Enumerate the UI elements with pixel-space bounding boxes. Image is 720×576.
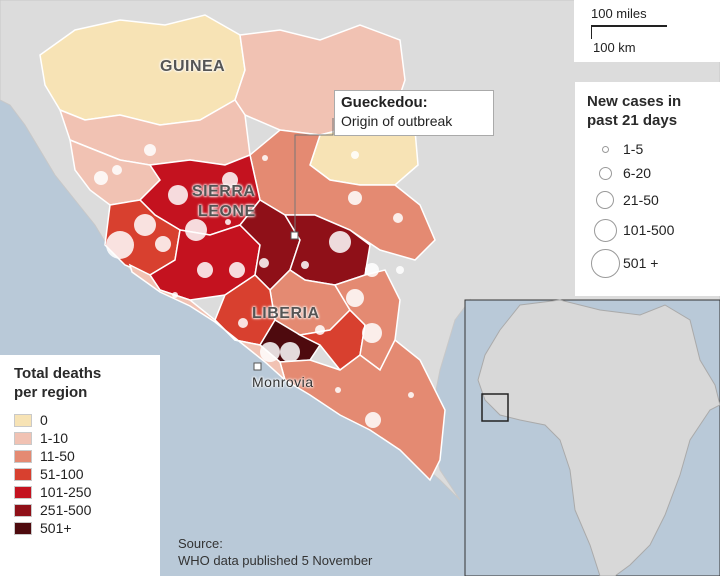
deaths-legend-item: 1-10: [14, 429, 160, 447]
gueckedou-marker: [290, 231, 299, 240]
cases-legend-label: 6-20: [623, 165, 652, 181]
case-circle: [168, 185, 188, 205]
total-deaths-legend: Total deaths per region 0 1-10 11-50 51-100…: [0, 355, 160, 576]
case-circle: [348, 191, 362, 205]
deaths-legend-swatch: [14, 503, 32, 517]
case-circles: [94, 144, 414, 428]
cases-legend-item: 21-50: [587, 186, 720, 214]
case-circle: [134, 214, 156, 236]
deaths-legend-label: 101-250: [40, 484, 92, 500]
gueckedou-callout: Gueckedou: Origin of outbreak: [334, 90, 494, 136]
bubble-size-3: [596, 191, 614, 209]
case-circle: [393, 213, 403, 223]
source-note: Source: WHO data published 5 November: [178, 535, 372, 569]
case-circle: [365, 263, 379, 277]
deaths-legend-swatch: [14, 485, 32, 499]
bubble-size-4: [593, 218, 617, 242]
case-circle: [222, 172, 238, 188]
deaths-legend-item: 251-500: [14, 501, 160, 519]
deaths-legend-label: 51-100: [40, 466, 84, 482]
deaths-legend-swatch: [14, 467, 32, 481]
africa-outline: [477, 299, 720, 576]
region-liberia-southeast: [279, 338, 446, 482]
case-circle: [315, 325, 325, 335]
deaths-legend-swatch: [14, 449, 32, 463]
case-circle: [185, 219, 207, 241]
case-circle: [155, 236, 171, 252]
deaths-legend-item: 0: [14, 411, 160, 429]
scale-km-label: 100 km: [593, 40, 636, 55]
bubble-size-1: [601, 145, 609, 153]
deaths-legend-title-line2: per region: [14, 384, 88, 401]
cases-legend-label: 101-500: [623, 222, 675, 238]
new-cases-legend: New cases in past 21 days 1-5 6-20 21-50…: [575, 82, 720, 296]
case-circle: [225, 219, 231, 225]
inset-highlight-box: [481, 393, 509, 422]
deaths-legend-swatch: [14, 521, 32, 535]
case-circle: [362, 323, 382, 343]
deaths-legend-label: 251-500: [40, 502, 92, 518]
callout-leader-line: [294, 118, 334, 232]
source-line2: WHO data published 5 November: [178, 553, 373, 568]
deaths-legend-label: 0: [40, 412, 48, 428]
case-circle: [229, 262, 245, 278]
cases-legend-title-line2: past 21 days: [587, 112, 678, 129]
deaths-legend-label: 11-50: [40, 448, 75, 464]
case-circle: [346, 289, 364, 307]
case-circle: [238, 318, 248, 328]
cases-legend-item: 1-5: [587, 138, 720, 160]
callout-subtitle: Origin of outbreak: [341, 113, 453, 129]
deaths-legend-item: 101-250: [14, 483, 160, 501]
case-circle: [259, 258, 269, 268]
scale-bar: 100 miles 100 km: [574, 0, 720, 62]
case-circle: [365, 412, 381, 428]
deaths-legend-swatch: [14, 413, 32, 427]
case-circle: [144, 144, 156, 156]
bubble-size-2: [598, 166, 612, 180]
deaths-legend-title-line1: Total deaths: [14, 365, 102, 382]
scale-line: [591, 25, 667, 27]
cases-legend-label: 501 +: [623, 255, 659, 271]
bubble-size-5: [590, 248, 620, 278]
case-circle: [335, 387, 341, 393]
cases-legend-item: 501 +: [587, 246, 720, 280]
cases-legend-title-line1: New cases in: [587, 93, 682, 110]
scale-tick: [591, 25, 592, 39]
scale-miles-label: 100 miles: [591, 6, 647, 21]
cases-legend-item: 6-20: [587, 160, 720, 186]
case-circle: [94, 171, 108, 185]
case-circle: [301, 261, 309, 269]
monrovia-marker: [253, 362, 262, 371]
callout-title: Gueckedou:: [341, 94, 428, 111]
case-circle: [112, 165, 122, 175]
cases-legend-label: 21-50: [623, 192, 659, 208]
deaths-legend-item: 11-50: [14, 447, 160, 465]
deaths-legend-label: 501+: [40, 520, 72, 536]
label-sierra-leone-line2: LEONE: [198, 203, 256, 220]
case-circle: [260, 342, 280, 362]
deaths-legend-label: 1-10: [40, 430, 69, 446]
case-circle: [408, 392, 414, 398]
label-guinea: GUINEA: [160, 58, 226, 75]
case-circle: [197, 262, 213, 278]
cases-legend-label: 1-5: [623, 141, 644, 157]
label-liberia: LIBERIA: [252, 305, 320, 322]
case-circle: [351, 151, 359, 159]
deaths-legend-item: 501+: [14, 519, 160, 537]
deaths-legend-swatch: [14, 431, 32, 445]
cases-legend-item: 101-500: [587, 214, 720, 246]
label-sierra-leone-line1: SIERRA: [192, 183, 256, 200]
case-circle: [172, 292, 178, 298]
case-circle: [262, 155, 268, 161]
label-monrovia: Monrovia: [252, 374, 314, 390]
case-circle: [280, 342, 300, 362]
case-circle: [396, 266, 404, 274]
deaths-legend-item: 51-100: [14, 465, 160, 483]
source-line1: Source:: [178, 536, 223, 551]
case-circle: [329, 231, 351, 253]
case-circle: [106, 231, 134, 259]
